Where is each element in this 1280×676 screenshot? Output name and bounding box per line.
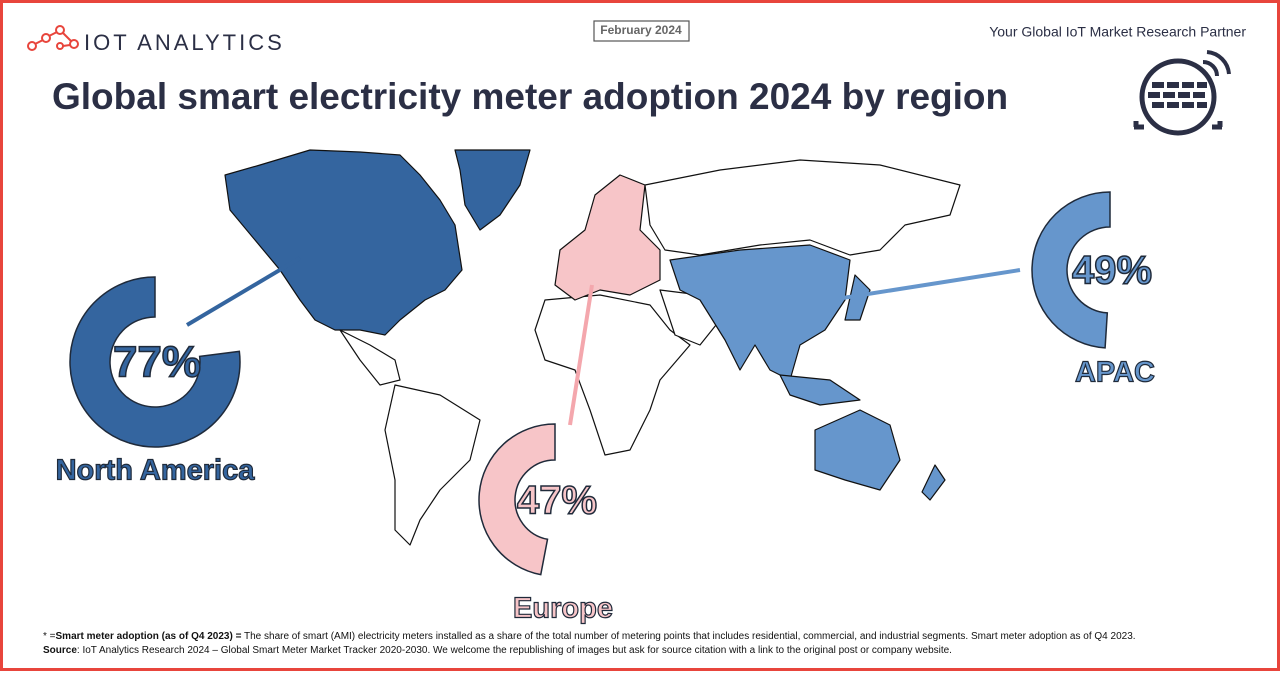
footnote-text: The share of smart (AMI) electricity met… [241, 631, 1135, 642]
donut-arc [1031, 191, 1111, 349]
europe [554, 174, 661, 301]
value-label: 49% [1072, 249, 1152, 293]
apac-islands [779, 274, 871, 406]
greenland [454, 149, 531, 231]
central-america [339, 329, 401, 386]
world-map [224, 149, 961, 546]
date: February 2024 [600, 23, 682, 37]
africa [534, 294, 691, 456]
australia [814, 409, 901, 491]
donut-charts: 77% North America 47% Europe 49% APAC [55, 191, 1156, 625]
connector-line [185, 256, 302, 327]
north-america [224, 149, 463, 336]
source-bold: Source [43, 645, 77, 656]
value-label: 47% [517, 479, 597, 523]
connector-line [568, 284, 594, 426]
logo-text: IOT ANALYTICS [84, 30, 285, 55]
russia [644, 159, 961, 256]
chart-title: Global smart electricity meter adoption … [52, 76, 1008, 117]
new-zealand [921, 464, 946, 501]
donut-arc [69, 276, 241, 448]
footnote-bold: Smart meter adoption (as of Q4 2023) = [56, 631, 242, 642]
south-america [384, 384, 481, 546]
value-label: 77% [113, 338, 201, 387]
region-label: North America [56, 455, 256, 487]
footnote-prefix: * = [43, 631, 56, 642]
footnote-line1: * =Smart meter adoption (as of Q4 2023) … [43, 631, 1136, 642]
footnote-line2: Source: IoT Analytics Research 2024 – Gl… [43, 645, 952, 656]
source-text: : IoT Analytics Research 2024 – Global S… [77, 645, 952, 656]
region-label: APAC [1075, 357, 1155, 389]
tagline: Your Global IoT Market Research Partner [989, 24, 1246, 40]
meter-icon [1133, 50, 1231, 136]
connector-line [829, 268, 1021, 302]
logo-icon [27, 25, 79, 51]
region-label: Europe [513, 593, 613, 625]
donut-arc [478, 423, 556, 576]
date-box [593, 20, 690, 42]
